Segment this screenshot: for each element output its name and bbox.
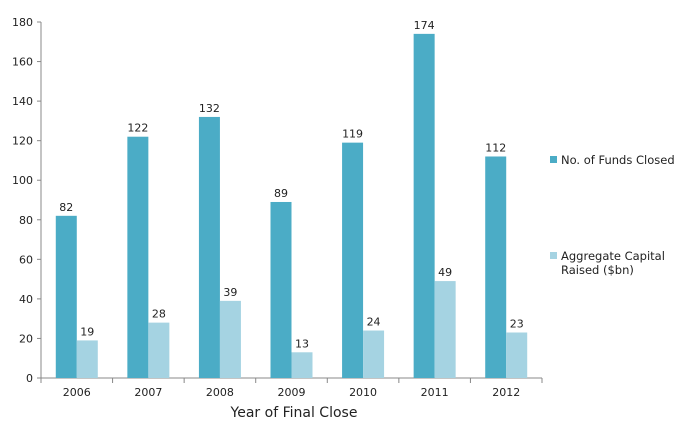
data-label-funds-2009: 89 [274,187,288,200]
data-label-funds-2010: 119 [342,128,363,141]
x-tick-label: 2011 [421,386,449,399]
data-label-funds-2008: 132 [199,102,220,115]
bar-funds-2006 [55,215,77,378]
bar-capital-2008 [219,300,241,378]
bar-funds-2007 [127,136,149,378]
x-tick-label: 2006 [63,386,91,399]
data-label-funds-2011: 174 [414,19,435,32]
legend-swatch-funds [550,156,557,163]
x-tick-label: 2007 [134,386,162,399]
data-label-funds-2006: 82 [59,201,73,214]
data-label-capital-2009: 13 [295,337,309,350]
bar-capital-2007 [148,322,170,378]
y-tick-label: 120 [12,135,33,148]
data-label-capital-2007: 28 [152,308,166,321]
data-label-capital-2008: 39 [223,286,237,299]
bar-capital-2012 [506,332,528,378]
x-tick-label: 2012 [492,386,520,399]
y-tick-label: 40 [19,293,33,306]
y-tick-label: 60 [19,253,33,266]
y-tick-label: 180 [12,16,33,29]
bars [55,33,528,378]
legend-label-capital: Aggregate Capital Raised ($bn) [561,249,665,277]
x-axis-title: Year of Final Close [230,405,358,421]
x-tick-label: 2010 [349,386,377,399]
data-label-capital-2012: 23 [510,318,524,331]
bar-funds-2012 [485,156,507,378]
y-tick-label: 140 [12,95,33,108]
legend-label-funds: No. of Funds Closed [561,153,675,167]
data-labels: 82 19 122 28 132 39 89 13 119 24 174 49 112 23 [59,19,523,350]
y-tick-label: 20 [19,332,33,345]
y-tick-label: 0 [26,372,33,385]
legend-swatch-capital [550,252,557,259]
data-label-funds-2007: 122 [127,122,148,135]
bar-funds-2008 [198,116,220,378]
x-tick-label: 2008 [206,386,234,399]
data-label-capital-2010: 24 [367,316,381,329]
y-tick-label: 100 [12,174,33,187]
y-tick-label: 160 [12,56,33,69]
data-label-capital-2011: 49 [438,266,452,279]
bar-funds-2010 [342,142,364,378]
data-label-capital-2006: 19 [80,325,94,338]
bar-capital-2010 [363,330,385,378]
bar-funds-2009 [270,201,292,378]
data-label-funds-2012: 112 [485,141,506,154]
y-tick-label: 80 [19,214,33,227]
x-axis: 2006 2007 2008 2009 2010 2011 2012 [40,377,543,399]
bar-capital-2006 [76,340,98,378]
bar-funds-2011 [413,33,435,378]
x-tick-label: 2009 [278,386,306,399]
bar-capital-2011 [434,281,456,378]
bar-capital-2009 [291,352,313,378]
y-axis: 0 20 40 60 80 100 120 140 160 180 [12,16,42,385]
